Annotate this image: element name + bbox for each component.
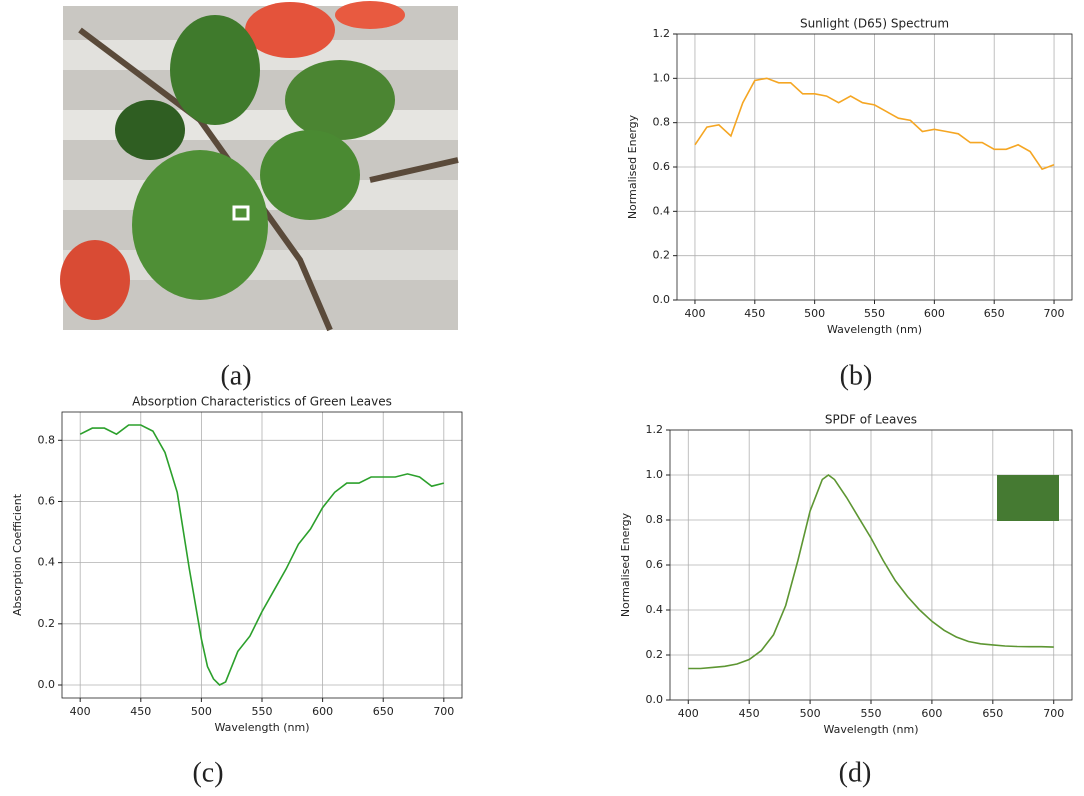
x-axis-label: Wavelength (nm) (823, 723, 918, 736)
panel-caption: (a) (220, 360, 251, 391)
x-tick-label: 650 (982, 707, 1003, 720)
x-tick-label: 700 (1043, 707, 1064, 720)
x-tick-label: 400 (684, 307, 705, 320)
y-tick-label: 0.2 (646, 648, 664, 661)
panel-caption: (d) (839, 757, 872, 788)
y-tick-label: 0.6 (646, 558, 664, 571)
x-axis-label: Wavelength (nm) (827, 323, 922, 336)
panel-caption: (b) (840, 360, 873, 391)
y-tick-label: 0.2 (38, 617, 56, 630)
x-tick-label: 600 (924, 307, 945, 320)
y-tick-label: 0.4 (38, 556, 56, 569)
x-tick-label: 450 (739, 707, 760, 720)
line (694, 77, 1055, 171)
x-tick-label: 600 (921, 707, 942, 720)
x-tick-label: 500 (191, 705, 212, 718)
x-tick-label: 500 (800, 707, 821, 720)
x-tick-label: 550 (252, 705, 273, 718)
y-tick-label: 0.0 (38, 678, 56, 691)
y-axis-label: Normalised Energy (626, 114, 639, 219)
x-tick-label: 650 (984, 307, 1005, 320)
line (688, 474, 1054, 670)
panel-caption: (c) (192, 757, 223, 788)
x-tick-label: 550 (864, 307, 885, 320)
x-tick-label: 700 (1044, 307, 1065, 320)
x-tick-label: 400 (70, 705, 91, 718)
x-tick-label: 550 (861, 707, 882, 720)
y-axis-label: Absorption Coefficient (11, 493, 24, 616)
y-tick-label: 0.4 (646, 603, 664, 616)
y-axis-label: Normalised Energy (619, 512, 632, 617)
y-tick-label: 0.6 (653, 160, 671, 173)
y-tick-label: 0.0 (653, 293, 671, 306)
y-tick-label: 0.8 (646, 513, 664, 526)
photo (60, 1, 459, 332)
y-tick-label: 1.2 (653, 27, 671, 40)
y-tick-label: 1.0 (646, 468, 664, 481)
x-tick-label: 700 (433, 705, 454, 718)
plot-frame (676, 33, 1073, 301)
chart-title: Absorption Characteristics of Green Leav… (132, 395, 392, 409)
y-tick-label: 0.2 (653, 249, 671, 262)
y-tick-label: 1.0 (653, 71, 671, 84)
x-tick-label: 600 (312, 705, 333, 718)
y-tick-label: 0.6 (38, 494, 56, 507)
x-tick-label: 400 (678, 707, 699, 720)
y-tick-label: 0.0 (646, 693, 664, 706)
y-tick-label: 0.4 (653, 204, 671, 217)
plot-frame (61, 411, 463, 699)
x-tick-label: 650 (373, 705, 394, 718)
chart-title: Sunlight (D65) Spectrum (800, 17, 949, 31)
color-swatch (997, 475, 1059, 521)
x-tick-label: 500 (804, 307, 825, 320)
plot-frame (669, 429, 1073, 701)
chart-title: SPDF of Leaves (825, 413, 917, 427)
x-tick-label: 450 (130, 705, 151, 718)
y-tick-label: 0.8 (653, 116, 671, 129)
line (79, 424, 444, 686)
y-tick-label: 0.8 (38, 433, 56, 446)
y-tick-label: 1.2 (646, 423, 664, 436)
x-tick-label: 450 (744, 307, 765, 320)
x-axis-label: Wavelength (nm) (214, 721, 309, 734)
